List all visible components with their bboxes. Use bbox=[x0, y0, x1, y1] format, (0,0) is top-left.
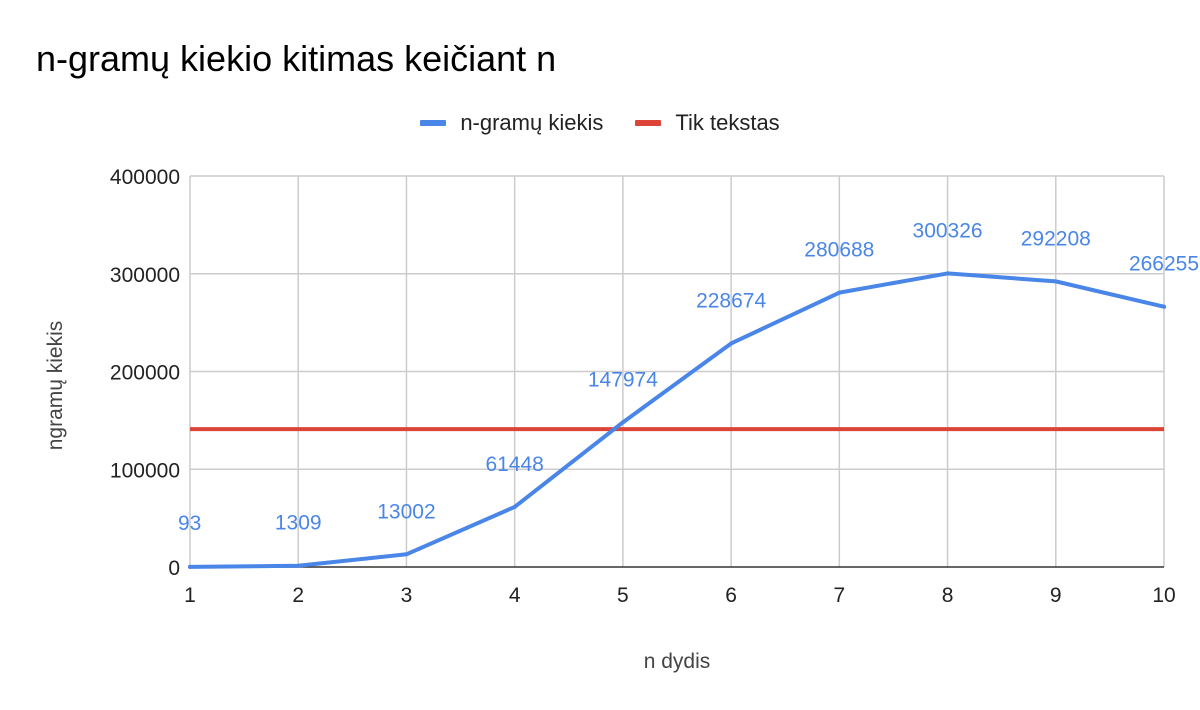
data-label: 280688 bbox=[804, 239, 874, 262]
data-label: 147974 bbox=[588, 368, 658, 391]
data-point bbox=[296, 563, 301, 568]
x-tick-label: 8 bbox=[942, 584, 954, 607]
y-tick-label: 100000 bbox=[110, 459, 180, 482]
x-tick-label: 2 bbox=[292, 584, 304, 607]
legend-label-ngram-count: n-gramų kiekis bbox=[460, 110, 604, 135]
x-tick-label: 4 bbox=[509, 584, 521, 607]
data-point bbox=[837, 290, 842, 295]
y-tick-label: 0 bbox=[168, 557, 180, 580]
data-point bbox=[512, 504, 517, 509]
y-tick-label: 200000 bbox=[110, 362, 180, 385]
legend-swatch-ngram-count bbox=[420, 120, 447, 126]
data-label: 13002 bbox=[377, 500, 435, 523]
legend-item-ngram-count[interactable]: n-gramų kiekis bbox=[420, 110, 603, 136]
data-label: 300326 bbox=[913, 219, 983, 242]
legend-label-text-only: Tik tekstas bbox=[675, 110, 780, 135]
x-tick-label: 10 bbox=[1152, 584, 1175, 607]
x-tick-label: 1 bbox=[184, 584, 196, 607]
y-tick-label: 400000 bbox=[110, 166, 180, 189]
x-tick-label: 6 bbox=[725, 584, 737, 607]
data-point bbox=[1162, 304, 1166, 309]
y-tick-label: 300000 bbox=[110, 264, 180, 287]
x-tick-label: 9 bbox=[1050, 584, 1062, 607]
x-tick-label: 5 bbox=[617, 584, 629, 607]
chart-title: n-gramų kiekio kitimas keičiant n bbox=[36, 38, 557, 79]
legend-swatch-text-only bbox=[635, 120, 662, 126]
data-point bbox=[188, 564, 192, 569]
legend-item-text-only[interactable]: Tik tekstas bbox=[635, 110, 780, 136]
data-label: 266255 bbox=[1129, 253, 1199, 276]
x-axis-title: n dydis bbox=[644, 650, 711, 673]
data-point bbox=[620, 420, 625, 425]
x-tick-label: 3 bbox=[401, 584, 413, 607]
data-point bbox=[1053, 279, 1058, 284]
x-tick-label: 7 bbox=[833, 584, 845, 607]
data-label: 93 bbox=[178, 512, 201, 535]
data-point bbox=[945, 271, 950, 276]
data-point bbox=[404, 552, 409, 557]
data-label: 61448 bbox=[485, 453, 543, 476]
data-label: 1309 bbox=[275, 512, 322, 535]
data-label: 228674 bbox=[696, 289, 766, 312]
y-axis-title: ngramų kiekis bbox=[44, 321, 67, 451]
series-line-ngram-count bbox=[188, 271, 1166, 569]
data-label: 292208 bbox=[1021, 227, 1091, 250]
data-point bbox=[729, 341, 734, 346]
legend: n-gramų kiekis Tik tekstas bbox=[0, 110, 1200, 136]
